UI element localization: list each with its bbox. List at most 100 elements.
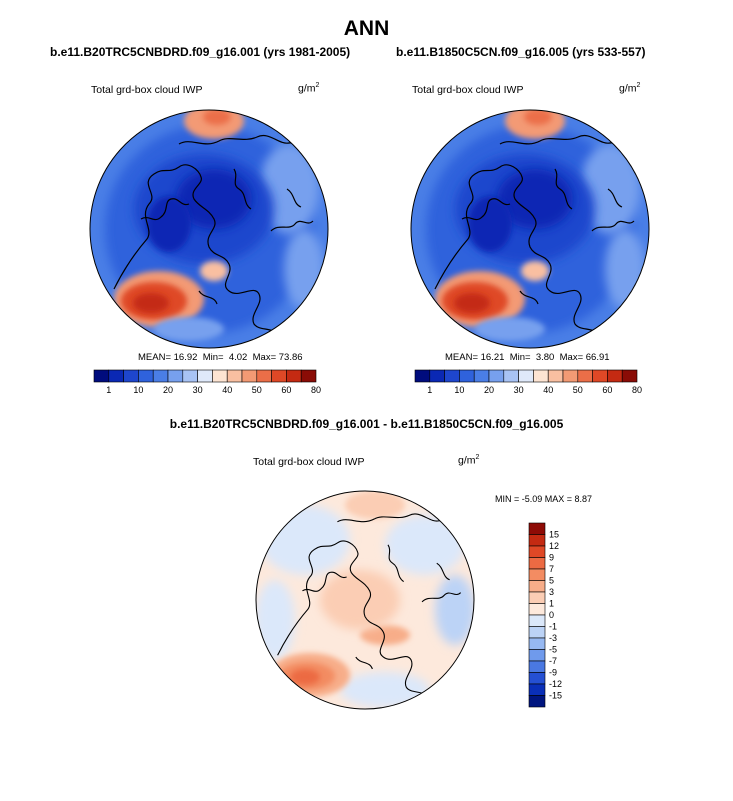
panel-1-min: 4.02	[228, 352, 248, 363]
diff-variable: Total grd-box cloud IWP	[253, 456, 365, 468]
panel-1-colorbar-box	[197, 369, 213, 383]
map-panel-1-border	[89, 109, 329, 349]
diff-colorbar-box	[528, 603, 546, 616]
diff-colorbar-box	[528, 695, 546, 708]
panel-1-colorbar-box	[256, 369, 272, 383]
map-diff	[245, 480, 485, 720]
diff-colorbar-box	[528, 568, 546, 581]
panel-2-colorbar-label: 30	[514, 385, 524, 395]
diff-colorbar-label: 3	[549, 587, 554, 597]
panel-1-colorbar-box	[182, 369, 198, 383]
panel-1-units: g/m2	[298, 82, 320, 95]
diff-colorbar-label: 5	[549, 576, 554, 586]
diff-colorbar-label: -5	[549, 645, 557, 655]
panel-1-stats: MEAN= 16.92 Min= 4.02 Max= 73.86	[138, 352, 303, 363]
panel-1-colorbar-label: 80	[311, 385, 321, 395]
diff-minmax: MIN = -5.09 MAX = 8.87	[495, 494, 593, 504]
diff-colorbar-box	[528, 557, 546, 570]
panel-1-colorbar-box	[152, 369, 169, 383]
panel-2-colorbar-box	[429, 369, 445, 383]
diff-colorbar-label: -15	[549, 691, 562, 701]
panel-2-colorbar-label: 60	[602, 385, 612, 395]
panel-1-max: 73.86	[278, 352, 303, 363]
diff-colorbar-box	[528, 672, 546, 685]
panel-2-colorbar-label: 20	[484, 385, 494, 395]
panel-1-mean: 16.92	[173, 352, 198, 363]
diff-colorbar-box	[528, 626, 546, 639]
panel-1-colorbar-box	[123, 369, 139, 383]
panel-1-colorbar-label: 50	[252, 385, 262, 395]
diff-colorbar-box	[528, 545, 546, 558]
panel-2-mean: 16.21	[480, 352, 505, 363]
diff-colorbar-label: 15	[549, 530, 559, 540]
diff-colorbar-box	[528, 683, 546, 696]
diff-colorbar-box	[528, 591, 546, 604]
diff-colorbar-label: 0	[549, 610, 554, 620]
panel-1-colorbar-box	[300, 369, 317, 383]
diff-colorbar-label: 9	[549, 553, 554, 563]
panel-2-max: 66.91	[585, 352, 610, 363]
panel-2-colorbar-box	[518, 369, 534, 383]
diff-units: g/m2	[458, 454, 480, 467]
panel-2-colorbar-box	[459, 369, 475, 383]
panel-2-min: 3.80	[535, 352, 555, 363]
panel-2-colorbar-box	[444, 369, 460, 383]
panel-1-colorbar-box	[271, 369, 287, 383]
panel-2-colorbar-box	[473, 369, 490, 383]
colorbar-panel-1: 1 10 20 30 40 50 60 80	[93, 369, 321, 395]
panel-1-colorbar-label: 1	[106, 385, 111, 395]
diff-colorbar-box	[528, 637, 546, 650]
panel-2-colorbar-label: 1	[427, 385, 432, 395]
map-panel-1	[79, 99, 339, 359]
panel-1-colorbar-box	[241, 369, 258, 383]
panel-2-units: g/m2	[619, 82, 641, 95]
panel-1-colorbar-box	[226, 369, 243, 383]
panel-2-colorbar-label: 10	[454, 385, 464, 395]
panel-1-colorbar-box	[93, 369, 110, 383]
panel-1-colorbar-label: 30	[193, 385, 203, 395]
panel-2-colorbar-box	[562, 369, 579, 383]
panel-1-colorbar-box	[108, 369, 124, 383]
diff-colorbar-label: 12	[549, 541, 559, 551]
panel-2-colorbar-label: 40	[543, 385, 553, 395]
diff-case-title: b.e11.B20TRC5CNBDRD.f09_g16.001 - b.e11.…	[169, 417, 564, 431]
colorbar-panel-2: 1 10 20 30 40 50 60 80	[414, 369, 642, 395]
figure-title: ANN	[343, 17, 390, 40]
diff-colorbar-label: -12	[549, 679, 562, 689]
diff-colorbar-label: 7	[549, 564, 554, 574]
diff-colorbar-label: -7	[549, 656, 557, 666]
map-panel-2-border	[410, 109, 650, 349]
diff-colorbar-label: -1	[549, 622, 557, 632]
panel-1-colorbar-box	[286, 369, 302, 383]
panel-2-colorbar-box	[488, 369, 505, 383]
panel-2-colorbar-label: 80	[632, 385, 642, 395]
panel-2-colorbar-box	[592, 369, 608, 383]
panel-2-colorbar-box	[607, 369, 623, 383]
panel-2-colorbar-box	[547, 369, 564, 383]
panel-2-colorbar-box	[414, 369, 431, 383]
panel-1-colorbar-label: 60	[281, 385, 291, 395]
diff-colorbar-label: -9	[549, 668, 557, 678]
diff-colorbar-label: 1	[549, 599, 554, 609]
diff-colorbar-box	[528, 660, 546, 673]
panel-1-variable: Total grd-box cloud IWP	[91, 84, 203, 96]
diff-colorbar-box	[528, 580, 546, 593]
panel-1-colorbar-label: 20	[163, 385, 173, 395]
panel-2-colorbar-box	[503, 369, 519, 383]
panel-1-colorbar-label: 40	[222, 385, 232, 395]
panel-1-colorbar-box	[138, 369, 154, 383]
panel-1-colorbar-label: 10	[133, 385, 143, 395]
diff-colorbar-label: -3	[549, 633, 557, 643]
diff-colorbar-box	[528, 534, 546, 547]
panel-1-colorbar-box	[212, 369, 228, 383]
panel-2-case-title: b.e11.B1850C5CN.f09_g16.005 (yrs 533-557…	[396, 45, 646, 59]
panel-1-colorbar-box	[167, 369, 184, 383]
diff-colorbar-box	[528, 614, 546, 627]
panel-2-colorbar-box	[533, 369, 549, 383]
panel-2-stats: MEAN= 16.21 Min= 3.80 Max= 66.91	[445, 352, 610, 363]
map-panel-2	[400, 99, 660, 359]
panel-2-colorbar-label: 50	[573, 385, 583, 395]
panel-1-case-title: b.e11.B20TRC5CNBDRD.f09_g16.001 (yrs 198…	[50, 45, 351, 59]
